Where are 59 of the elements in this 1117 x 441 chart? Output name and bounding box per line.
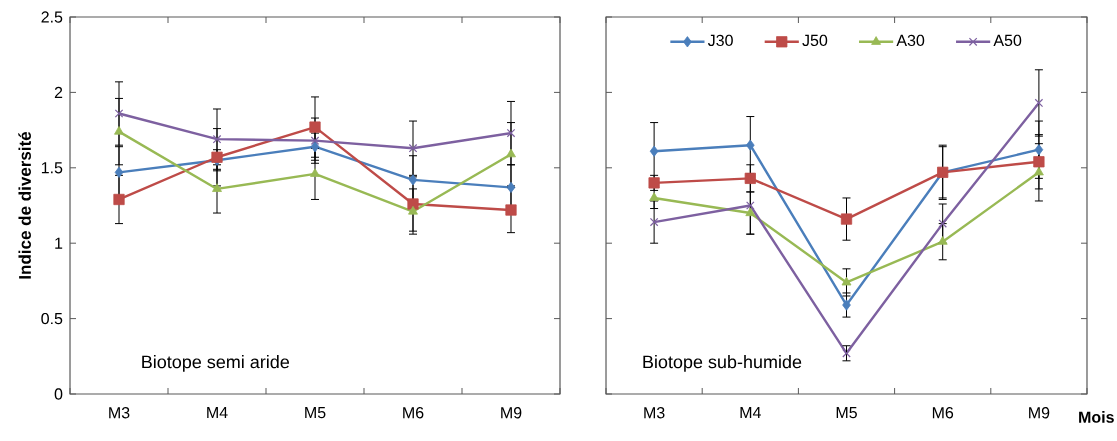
point bbox=[1033, 166, 1044, 176]
x-tick-label: M6 bbox=[403, 407, 424, 419]
point bbox=[408, 174, 418, 186]
point bbox=[506, 148, 516, 158]
point bbox=[938, 219, 947, 228]
legend-label: A50 bbox=[993, 34, 1022, 47]
x-tick-label: M4 bbox=[740, 407, 761, 419]
x-tick-label: M3 bbox=[109, 407, 130, 419]
y-tick-label: 0 bbox=[54, 388, 63, 400]
point bbox=[744, 172, 756, 184]
y-tick-label: 2 bbox=[54, 86, 63, 98]
point bbox=[841, 276, 852, 286]
point bbox=[310, 168, 320, 177]
point bbox=[1033, 156, 1045, 168]
y-tick-label: 2.5 bbox=[41, 11, 63, 23]
point bbox=[309, 121, 321, 133]
y-axis-title: Indice de diversité bbox=[18, 131, 31, 279]
point bbox=[212, 183, 222, 192]
point bbox=[310, 141, 320, 153]
x-tick-label: M9 bbox=[501, 407, 522, 419]
annotation: Biotope semi aride bbox=[142, 355, 290, 372]
point bbox=[842, 349, 851, 358]
x-tick-label: M6 bbox=[932, 407, 954, 419]
point bbox=[1034, 98, 1044, 108]
x-tick-label: M4 bbox=[207, 407, 228, 419]
point bbox=[114, 126, 124, 135]
point bbox=[114, 166, 124, 178]
point bbox=[506, 181, 516, 194]
point bbox=[840, 213, 853, 225]
point bbox=[310, 136, 320, 145]
y-tick-label: 1 bbox=[55, 237, 63, 249]
point bbox=[649, 217, 659, 227]
legend-label: J50 bbox=[802, 34, 828, 47]
point bbox=[746, 201, 755, 210]
point bbox=[745, 207, 756, 217]
point bbox=[408, 205, 418, 215]
legend-label: J30 bbox=[707, 34, 733, 47]
point bbox=[746, 139, 755, 151]
annotation: Biotope sub-humide bbox=[643, 355, 802, 372]
legend-label: A30 bbox=[896, 34, 925, 47]
x-axis-title: Mois bbox=[1079, 411, 1114, 423]
y-tick-label: 1.5 bbox=[41, 162, 63, 174]
point bbox=[114, 109, 124, 118]
point bbox=[505, 204, 517, 216]
x-tick-label: M9 bbox=[1029, 407, 1050, 419]
point bbox=[212, 134, 222, 144]
point bbox=[842, 299, 851, 311]
point bbox=[506, 128, 516, 138]
point bbox=[1034, 144, 1044, 156]
point bbox=[649, 192, 660, 201]
point bbox=[649, 145, 659, 157]
y-tick-label: 0.5 bbox=[41, 312, 63, 325]
x-tick-label: M5 bbox=[836, 407, 857, 419]
point bbox=[113, 193, 125, 206]
x-tick-label: M3 bbox=[644, 407, 665, 419]
point bbox=[407, 198, 419, 210]
point bbox=[408, 143, 418, 153]
point bbox=[937, 236, 948, 245]
x-tick-label: M5 bbox=[305, 407, 326, 419]
